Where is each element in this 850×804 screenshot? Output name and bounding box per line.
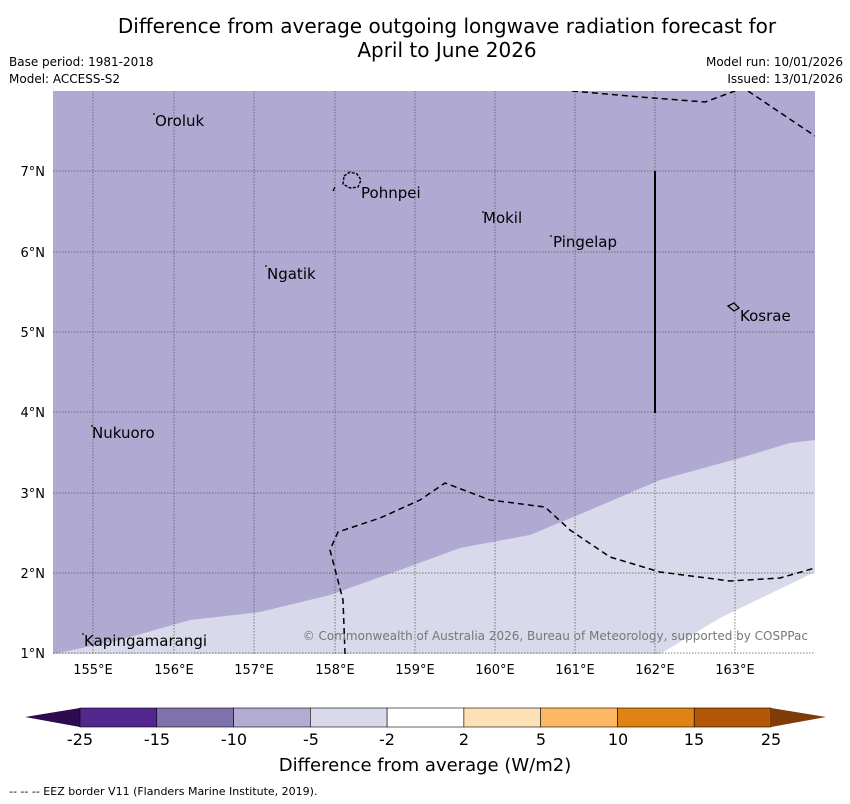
colorbar-cell (540, 707, 618, 728)
colorbar-cell (79, 707, 158, 728)
colorbar-tick: -2 (379, 730, 395, 749)
place-kosrae: Kosrae (740, 307, 791, 325)
graticule (53, 91, 815, 654)
eez-border-northeast (747, 91, 815, 137)
model-name: Model: ACCESS-S2 (9, 72, 121, 86)
copyright-text: © Commonwealth of Australia 2026, Bureau… (303, 629, 808, 643)
lat-label: 1°N (21, 647, 46, 662)
colorbar-tick: 15 (684, 730, 704, 749)
atoll-markers (82, 113, 552, 635)
lon-label: 162°E (635, 663, 675, 678)
map-area: Oroluk Pohnpei Mokil Pingelap Ngatik Kos… (53, 91, 815, 654)
colorbar-tick: 5 (536, 730, 546, 749)
place-nukuoro: Nukuoro (92, 424, 155, 442)
colorbar-cell (693, 707, 772, 728)
lon-label: 158°E (315, 663, 355, 678)
eez-border-south (329, 482, 815, 654)
lat-label: 4°N (21, 406, 46, 421)
lat-label: 3°N (21, 487, 46, 502)
colorbar-cell (310, 707, 388, 728)
title-line-2: April to June 2026 (357, 38, 537, 62)
colorbar-title: Difference from average (W/m2) (278, 755, 572, 776)
place-kapingamarangi: Kapingamarangi (84, 632, 207, 650)
lat-axis-labels: 7°N 6°N 5°N 4°N 3°N 2°N 1°N (21, 165, 46, 662)
colorbar-arrow-low (25, 708, 80, 727)
colorbar-tick: 25 (761, 730, 781, 749)
lat-label: 7°N (21, 165, 46, 180)
base-period: Base period: 1981-2018 (9, 55, 154, 69)
eez-footnote: -- -- -- EEZ border V11 (Flanders Marine… (9, 785, 318, 798)
anomaly-region-minus2 (53, 440, 815, 654)
lon-label: 161°E (555, 663, 595, 678)
model-run: Model run: 10/01/2026 (705, 55, 843, 69)
pohnpei-reef (332, 186, 336, 192)
place-pohnpei: Pohnpei (361, 184, 421, 202)
colorbar-tick: 2 (459, 730, 469, 749)
meta-left: Base period: 1981-2018 Model: ACCESS-S2 (9, 54, 154, 88)
colorbar-tick: -15 (144, 730, 170, 749)
colorbar: -25 -15 -10 -5 -2 2 5 10 15 25 (25, 707, 826, 749)
lon-label: 160°E (475, 663, 515, 678)
eez-borders (329, 91, 815, 654)
colorbar-tick: -10 (221, 730, 247, 749)
lat-label: 5°N (21, 326, 46, 341)
lon-axis-labels: 155°E 156°E 157°E 158°E 159°E 160°E 161°… (73, 663, 755, 678)
map-title: Difference from average outgoing longwav… (0, 14, 850, 62)
colorbar-cell (233, 707, 311, 728)
lat-label: 2°N (21, 567, 46, 582)
issued-date: Issued: 13/01/2026 (727, 72, 843, 86)
colorbar-ticks: -25 -15 -10 -5 -2 2 5 10 15 25 (67, 730, 781, 749)
lon-label: 163°E (715, 663, 755, 678)
lon-label: 157°E (234, 663, 274, 678)
colorbar-cell (463, 707, 541, 728)
colorbar-arrow-high (771, 708, 826, 727)
place-pingelap: Pingelap (553, 233, 617, 251)
colorbar-tick: -25 (67, 730, 93, 749)
lat-label: 6°N (21, 246, 46, 261)
meta-right: Model run: 10/01/2026 Issued: 13/01/2026 (706, 54, 843, 88)
title-line-1: Difference from average outgoing longwav… (117, 14, 777, 38)
place-ngatik: Ngatik (267, 265, 316, 283)
colorbar-cell (156, 707, 234, 728)
colorbar-tick: -5 (303, 730, 319, 749)
lon-label: 155°E (73, 663, 113, 678)
anomaly-region-neutral (660, 572, 815, 654)
colorbar-tick: 10 (608, 730, 628, 749)
place-oroluk: Oroluk (155, 112, 204, 130)
colorbar-cells (79, 707, 772, 728)
lon-label: 159°E (395, 663, 435, 678)
lon-label: 156°E (154, 663, 194, 678)
place-mokil: Mokil (483, 209, 522, 227)
colorbar-cell (386, 707, 465, 728)
kosrae-island (726, 302, 741, 312)
eez-border-north (571, 91, 736, 103)
colorbar-cell (617, 707, 695, 728)
